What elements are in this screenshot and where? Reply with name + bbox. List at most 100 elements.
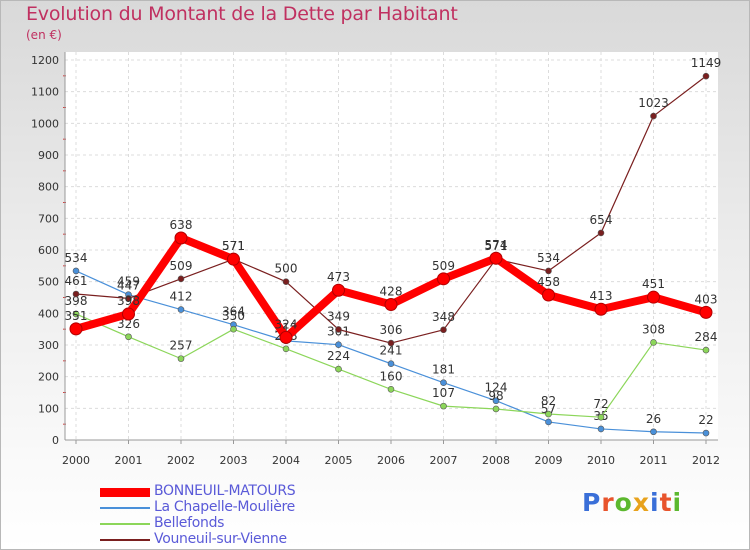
data-point — [335, 365, 342, 373]
x-tick-label: 2011 — [640, 454, 668, 467]
data-point — [702, 72, 710, 80]
data-label: 1023 — [638, 96, 669, 110]
data-label: 308 — [642, 322, 665, 336]
data-point — [545, 418, 552, 426]
data-point — [440, 326, 447, 334]
logo-letter: r — [601, 488, 615, 517]
x-tick-label: 2000 — [62, 454, 90, 467]
data-label: 509 — [170, 259, 193, 273]
x-tick-label: 2003 — [220, 454, 248, 467]
data-label: 571 — [222, 239, 245, 253]
data-label: 428 — [380, 284, 403, 298]
data-point — [282, 345, 290, 353]
data-point — [230, 325, 237, 333]
data-point — [542, 288, 555, 302]
y-tick-label: 600 — [38, 244, 59, 257]
data-label: 326 — [117, 317, 140, 331]
data-point — [387, 360, 395, 367]
x-tick-label: 2008 — [482, 454, 510, 467]
y-tick-label: 200 — [38, 371, 59, 384]
chart-subtitle: (en €) — [26, 28, 62, 42]
data-label: 571 — [485, 239, 508, 253]
data-point — [650, 428, 657, 436]
y-tick-label: 700 — [38, 212, 59, 225]
data-label: 324 — [275, 317, 298, 331]
data-label: 107 — [432, 386, 455, 400]
y-tick-label: 1000 — [31, 117, 59, 130]
y-tick-label: 900 — [38, 149, 59, 162]
data-point — [279, 330, 293, 344]
x-tick-label: 2006 — [377, 454, 405, 467]
data-label: 364 — [222, 305, 245, 319]
data-point — [702, 429, 710, 437]
y-tick-label: 100 — [38, 402, 59, 415]
data-label: 574 — [485, 238, 508, 252]
data-label: 654 — [590, 213, 613, 227]
data-point — [122, 307, 135, 321]
data-label: 351 — [65, 309, 88, 323]
logo-letter: P — [582, 488, 602, 517]
y-tick-label: 1200 — [31, 54, 59, 67]
data-point — [699, 305, 713, 319]
data-label: 398 — [65, 294, 88, 308]
data-label: 458 — [537, 275, 560, 289]
data-point — [594, 302, 608, 316]
data-point — [545, 267, 552, 275]
data-label: 57 — [541, 402, 556, 416]
data-point — [650, 112, 657, 120]
data-point — [72, 290, 80, 298]
data-label: 26 — [646, 412, 661, 426]
logo-letter: o — [614, 488, 633, 517]
data-point — [177, 275, 185, 283]
legend-label: Vouneuil-sur-Vienne — [154, 531, 287, 547]
logo-letter: i — [672, 488, 683, 517]
data-point — [335, 326, 342, 333]
y-tick-label: 300 — [38, 339, 59, 352]
legend-swatch — [100, 507, 150, 509]
data-label: 461 — [65, 274, 88, 288]
data-point — [597, 229, 605, 237]
data-point — [545, 410, 552, 418]
data-label: 509 — [432, 259, 455, 273]
data-point — [597, 425, 605, 433]
data-point — [647, 290, 660, 304]
legend-swatch — [100, 523, 150, 525]
x-tick-label: 2004 — [272, 454, 300, 467]
data-label: 534 — [65, 251, 88, 265]
data-label: 306 — [380, 323, 403, 337]
logo-letter: x — [632, 488, 650, 517]
data-label: 181 — [432, 363, 455, 377]
x-tick-label: 2009 — [535, 454, 563, 467]
data-label: 571 — [222, 239, 245, 253]
data-label: 473 — [327, 270, 350, 284]
data-label: 224 — [327, 349, 350, 363]
data-point — [384, 297, 398, 311]
data-label: 534 — [537, 251, 560, 265]
data-point — [177, 306, 185, 313]
data-point — [702, 346, 710, 354]
y-tick-label: 1100 — [31, 86, 59, 99]
data-label: 350 — [222, 309, 245, 323]
data-label: 22 — [698, 413, 713, 427]
data-label: 98 — [488, 389, 503, 403]
legend-label: BONNEUIL-MATOURS — [154, 483, 296, 499]
data-point — [650, 339, 657, 346]
data-point — [492, 405, 500, 413]
y-tick-label: 500 — [38, 276, 59, 289]
chart-title: Evolution du Montant de la Dette par Hab… — [26, 3, 458, 25]
data-point — [489, 251, 503, 265]
y-tick-label: 800 — [38, 181, 59, 194]
data-label: 447 — [117, 278, 140, 292]
legend-swatch — [100, 487, 150, 497]
data-label: 412 — [170, 290, 193, 304]
data-point — [282, 278, 290, 285]
x-tick-label: 2001 — [115, 454, 143, 467]
data-label: 638 — [170, 218, 193, 232]
data-label: 451 — [642, 277, 665, 291]
legend-label: La Chapelle-Moulière — [154, 499, 295, 515]
data-label: 348 — [432, 310, 455, 324]
data-point — [69, 322, 83, 336]
x-tick-label: 2005 — [325, 454, 353, 467]
logo-letter: i — [650, 488, 660, 517]
